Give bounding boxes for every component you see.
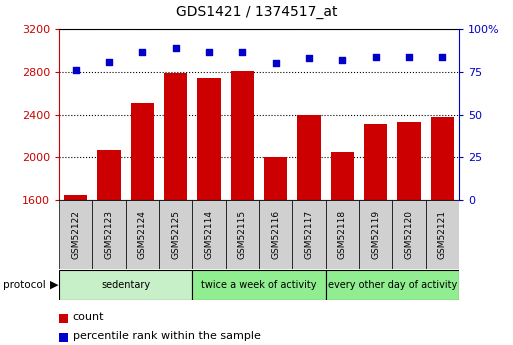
- Text: every other day of activity: every other day of activity: [328, 280, 457, 289]
- Text: GSM52120: GSM52120: [405, 210, 413, 259]
- Bar: [131, 103, 154, 200]
- Text: GSM52122: GSM52122: [71, 210, 80, 259]
- Bar: [298, 115, 321, 200]
- Text: GSM52117: GSM52117: [305, 210, 313, 259]
- Point: [338, 57, 346, 63]
- Point: [238, 49, 246, 54]
- Bar: [292, 200, 326, 269]
- Text: ▶: ▶: [50, 280, 59, 289]
- Text: twice a week of activity: twice a week of activity: [201, 280, 317, 289]
- Text: GSM52114: GSM52114: [205, 210, 213, 259]
- Bar: [92, 200, 126, 269]
- Bar: [398, 122, 421, 200]
- Text: percentile rank within the sample: percentile rank within the sample: [73, 332, 261, 341]
- Bar: [231, 71, 254, 200]
- Bar: [364, 124, 387, 200]
- Point: [171, 45, 180, 51]
- Text: GSM52118: GSM52118: [338, 210, 347, 259]
- Text: sedentary: sedentary: [101, 280, 150, 289]
- Text: GSM52116: GSM52116: [271, 210, 280, 259]
- Point: [138, 49, 146, 54]
- Bar: [59, 200, 92, 269]
- Text: protocol: protocol: [3, 280, 45, 289]
- Bar: [264, 157, 287, 200]
- Point: [438, 54, 446, 59]
- Bar: [126, 200, 159, 269]
- Text: GSM52119: GSM52119: [371, 210, 380, 259]
- Bar: [198, 78, 221, 200]
- Point: [371, 54, 380, 59]
- Text: GSM52124: GSM52124: [138, 210, 147, 259]
- Bar: [159, 200, 192, 269]
- Text: GSM52125: GSM52125: [171, 210, 180, 259]
- Bar: [192, 200, 226, 269]
- Bar: [326, 200, 359, 269]
- Bar: [331, 152, 354, 200]
- Bar: [164, 73, 187, 200]
- Point: [271, 61, 280, 66]
- Bar: [359, 200, 392, 269]
- Bar: [192, 270, 326, 299]
- Bar: [326, 270, 459, 299]
- Bar: [226, 200, 259, 269]
- Bar: [392, 200, 426, 269]
- Point: [305, 56, 313, 61]
- Point: [205, 49, 213, 54]
- Point: [405, 54, 413, 59]
- Bar: [259, 200, 292, 269]
- Text: GSM52123: GSM52123: [105, 210, 113, 259]
- Bar: [64, 195, 87, 200]
- Text: GSM52115: GSM52115: [238, 210, 247, 259]
- Bar: [426, 200, 459, 269]
- Text: count: count: [73, 313, 104, 322]
- Bar: [97, 150, 121, 200]
- Text: GDS1421 / 1374517_at: GDS1421 / 1374517_at: [176, 5, 337, 19]
- Point: [71, 68, 80, 73]
- Text: GSM52121: GSM52121: [438, 210, 447, 259]
- Bar: [431, 117, 454, 200]
- Point: [105, 59, 113, 65]
- Bar: [59, 270, 192, 299]
